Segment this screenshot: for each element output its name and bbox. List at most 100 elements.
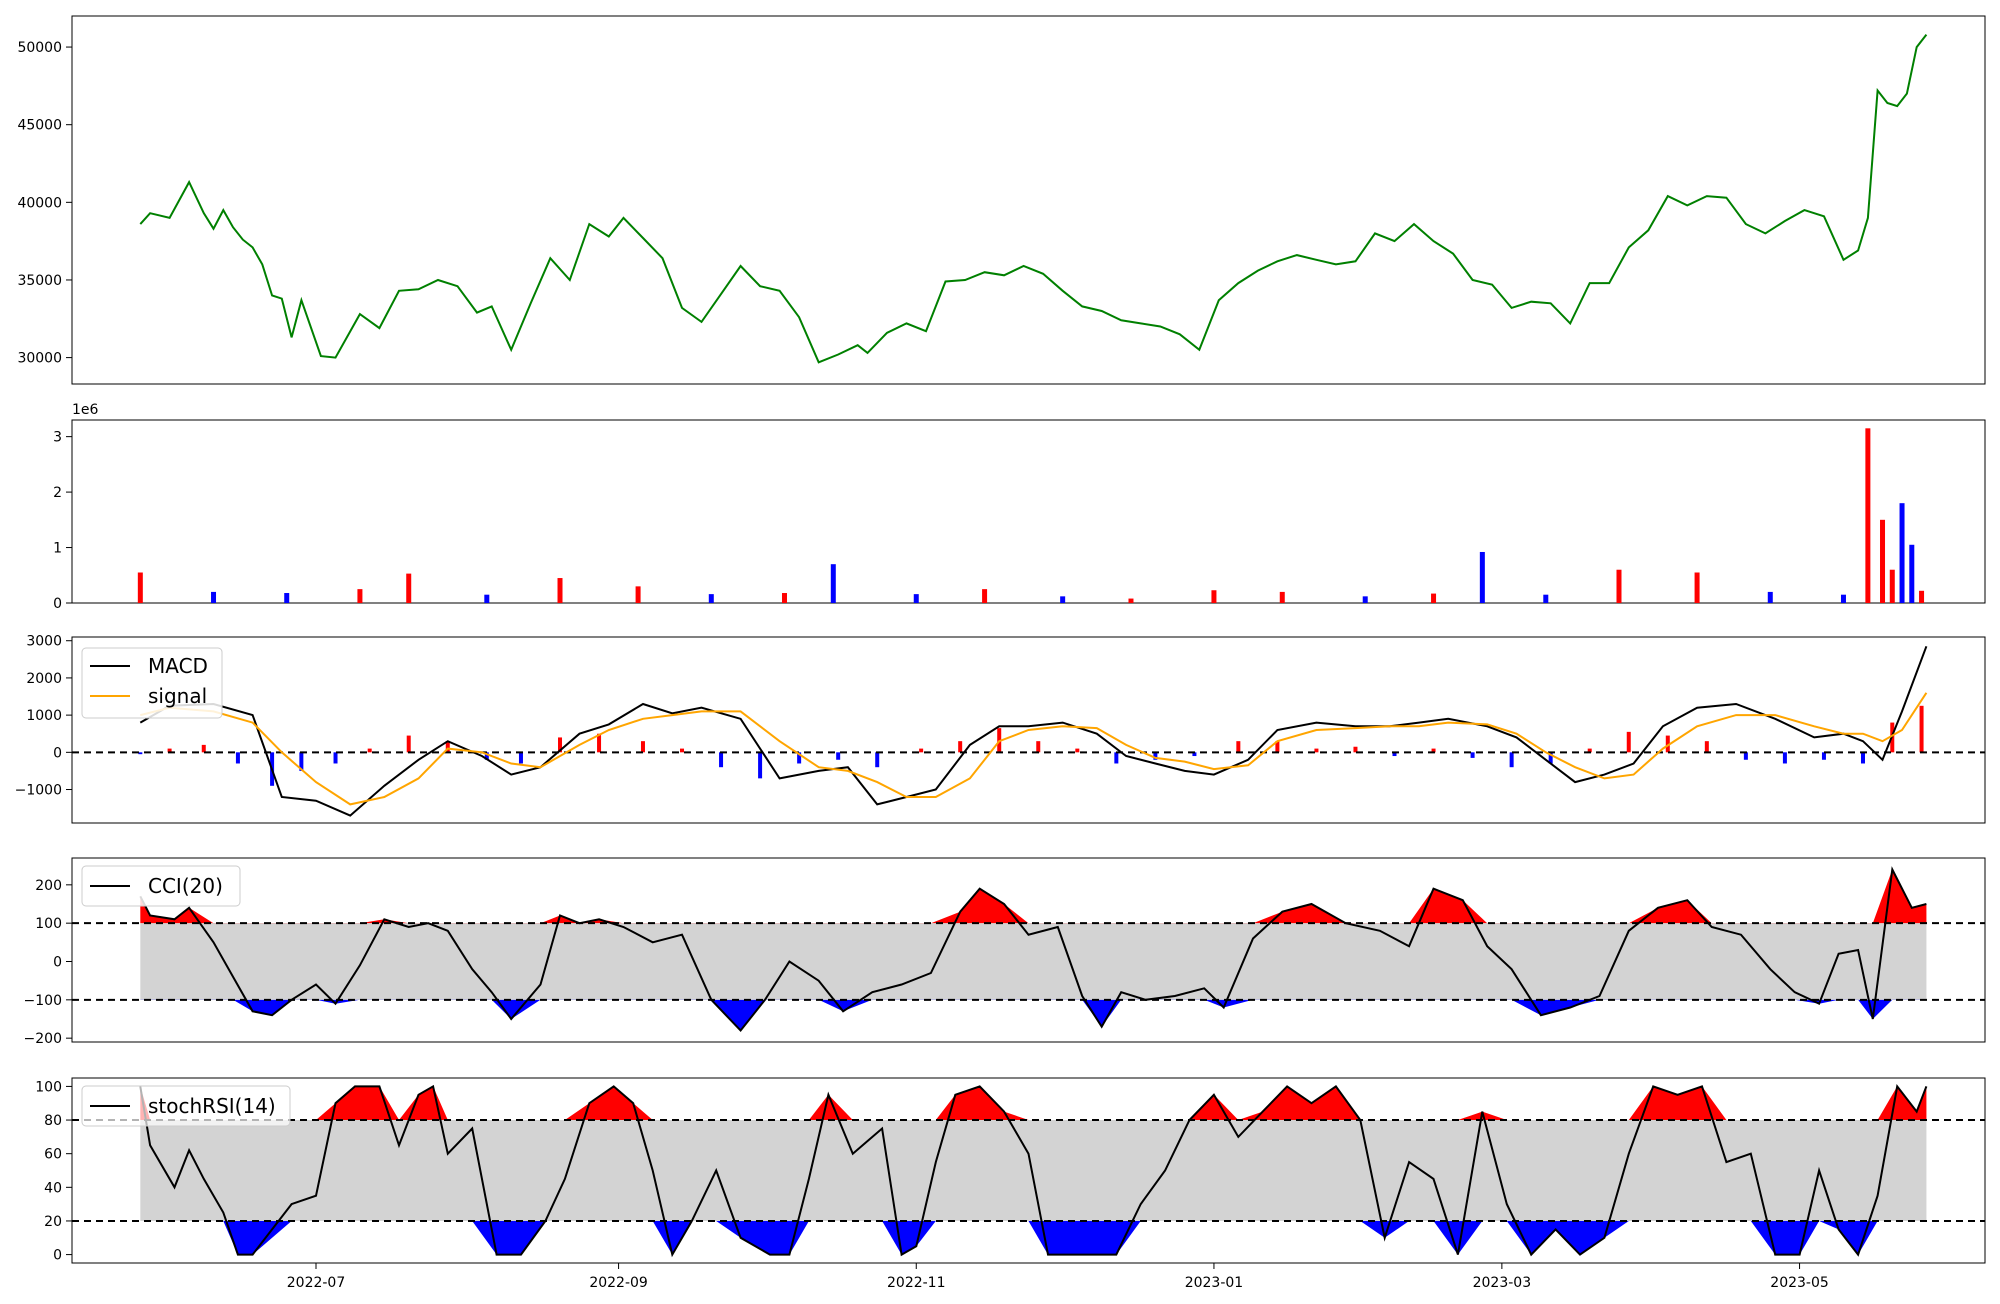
price-ytick-label: 35000 [17, 273, 62, 289]
macd-histogram-bar [1743, 752, 1748, 760]
macd-histogram-bar [719, 752, 724, 768]
volume-bar [708, 594, 714, 603]
cci-legend: CCI(20) [81, 865, 241, 907]
macd-histogram-bar [1153, 752, 1158, 760]
cci-line [139, 866, 1927, 1033]
macd-histogram-bar [1860, 752, 1865, 764]
stochrsi-ytick-label: 0 [53, 1248, 62, 1264]
volume-bar [781, 593, 787, 603]
cci-panel: −200 −100 0 100 200 [24, 857, 1986, 1047]
stochrsi-neutral-band [140, 1120, 1927, 1221]
price-panel: 30000 35000 40000 45000 50000 [17, 15, 1986, 385]
macd-histogram-bar [1587, 748, 1592, 753]
x-tick-label: 2023-05 [1770, 1275, 1829, 1291]
macd-histogram-bar [167, 748, 172, 753]
volume-bar [137, 572, 143, 603]
cci-oversold-fill [140, 999, 1927, 1031]
stochrsi-ytick-label: 40 [44, 1180, 62, 1196]
macd-histogram-bar [333, 752, 338, 764]
cci-ytick-label: −200 [24, 1031, 62, 1047]
volume-bar [1431, 593, 1437, 603]
volume-bar [1060, 596, 1066, 603]
macd-histogram-bar [958, 741, 963, 753]
volume-ytick-label: 2 [53, 485, 62, 501]
cci-frame [71, 857, 1986, 1043]
macd-histogram-bar [680, 748, 685, 753]
macd-ytick-label: −1000 [15, 783, 62, 799]
stochrsi-legend: stochRSI(14) [81, 1085, 291, 1127]
macd-line [139, 645, 1928, 817]
cci-legend-box [81, 865, 241, 907]
stochrsi-line [139, 1084, 1928, 1258]
macd-histogram-bar [1192, 752, 1197, 757]
macd-histogram-bar [1548, 752, 1553, 764]
macd-histogram-bar [875, 752, 880, 768]
macd-histogram-bar [640, 741, 645, 753]
macd-ytick-label: 3000 [26, 634, 62, 650]
x-tick-label: 2022-11 [887, 1275, 946, 1291]
macd-histogram-bar [445, 741, 450, 753]
volume-bar [1909, 544, 1915, 603]
volume-bar [635, 586, 641, 603]
macd-histogram-bar [1275, 741, 1280, 753]
volume-bar [1899, 503, 1905, 603]
volume-bar [1128, 598, 1134, 603]
stochrsi-ytick-label: 20 [44, 1214, 62, 1230]
volume-bar [406, 573, 412, 603]
volume-ytick-label: 1 [53, 541, 62, 557]
stochrsi-overbought-fill [140, 1086, 1927, 1121]
volume-bar [1840, 594, 1846, 603]
macd-histogram-bar [758, 752, 763, 779]
macd-histogram-bar [367, 748, 372, 753]
price-ytick-label: 45000 [17, 118, 62, 134]
macd-frame [71, 636, 1986, 824]
macd-histogram-bar [1626, 731, 1631, 753]
macd-histogram-bar [558, 737, 563, 753]
volume-bar [1362, 596, 1368, 603]
x-tick-label: 2022-09 [589, 1275, 648, 1291]
cci-overbought-fill [140, 869, 1927, 924]
volume-bar [982, 589, 988, 603]
stochrsi-legend-box [81, 1085, 291, 1127]
volume-bar [1211, 590, 1217, 603]
macd-histogram-bar [1314, 748, 1319, 753]
volume-ytick-label: 0 [53, 596, 62, 612]
price-ytick-label: 40000 [17, 195, 62, 211]
macd-histogram-bar [406, 735, 411, 753]
stochrsi-ytick-label: 100 [35, 1079, 62, 1095]
stochrsi-legend-label: stochRSI(14) [148, 1094, 276, 1118]
macd-histogram-bar [1919, 705, 1924, 753]
price-ytick-label: 30000 [17, 351, 62, 367]
macd-histogram-bar [138, 752, 143, 755]
volume-bar [484, 594, 490, 603]
volume-offset-label: 1e6 [72, 402, 99, 418]
signal-line [140, 692, 1928, 806]
volume-bar [830, 564, 836, 603]
macd-histogram-bar [484, 752, 489, 760]
macd-histogram-bar [1236, 741, 1241, 753]
cci-ytick-label: 100 [35, 916, 62, 932]
volume-bar [1694, 572, 1700, 603]
macd-histogram-bar [518, 752, 523, 764]
price-ytick-label: 50000 [17, 40, 62, 56]
macd-histogram-bar [919, 748, 924, 753]
volume-bar [1279, 591, 1285, 603]
macd-histogram-bar [1665, 735, 1670, 753]
cci-ytick-label: 200 [35, 878, 62, 894]
volume-bar [357, 589, 363, 603]
macd-ytick-label: 1000 [26, 708, 62, 724]
macd-ytick-label: 0 [53, 745, 62, 761]
price-frame [71, 15, 1986, 385]
stochrsi-ytick-label: 80 [44, 1113, 62, 1129]
macd-histogram-bar [201, 744, 206, 753]
stochrsi-ytick-label: 60 [44, 1147, 62, 1163]
macd-ytick-label: 2000 [26, 671, 62, 687]
volume-bar [1880, 519, 1886, 603]
stochrsi-frame [71, 1077, 1986, 1264]
volume-bar [211, 591, 217, 603]
volume-bar [1865, 428, 1871, 603]
volume-bar [1767, 591, 1773, 603]
cci-ytick-label: 0 [53, 955, 62, 971]
macd-histogram-bar [299, 752, 304, 771]
volume-bar [1543, 594, 1549, 603]
